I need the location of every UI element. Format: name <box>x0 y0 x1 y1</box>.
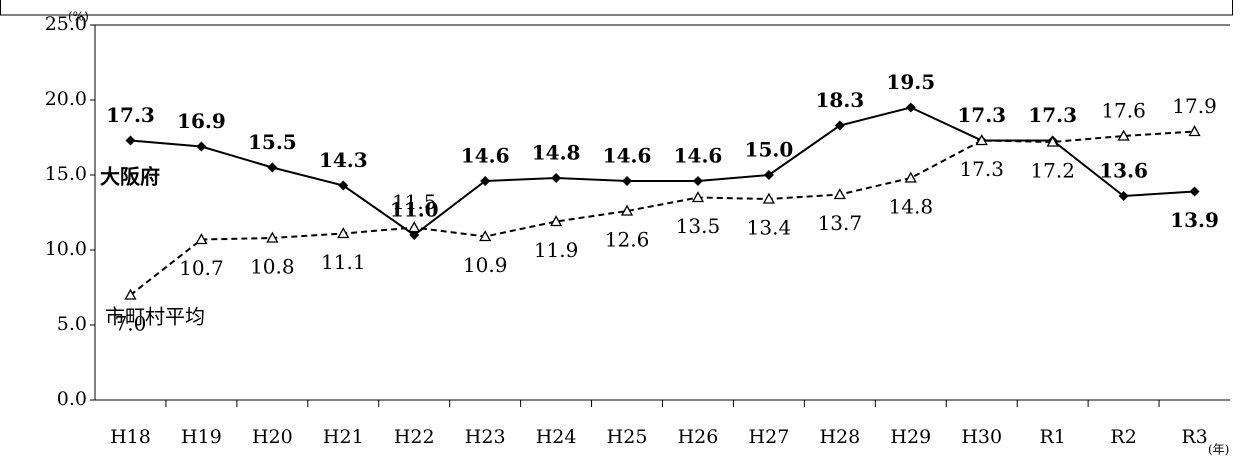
y-tick-label: 25.0 <box>45 13 87 35</box>
y-tick-label: 10.0 <box>45 238 87 260</box>
point <box>480 176 491 186</box>
top-frame <box>0 0 1233 16</box>
point <box>622 176 633 186</box>
point <box>479 230 492 242</box>
data-label: 17.6 <box>1101 99 1146 123</box>
series-line <box>129 130 1195 296</box>
data-label: 13.7 <box>818 211 863 235</box>
x-tick-label: H29 <box>890 426 931 448</box>
point <box>1046 135 1059 147</box>
data-label: 19.5 <box>886 70 935 94</box>
point <box>337 227 350 239</box>
point <box>195 233 208 245</box>
series-label: 市町村平均 <box>105 305 205 329</box>
x-tick-label: R2 <box>1110 426 1136 448</box>
point <box>620 204 634 216</box>
data-label: 13.9 <box>1170 208 1219 232</box>
data-label: 15.5 <box>248 130 297 154</box>
x-tick-label: R1 <box>1039 426 1065 448</box>
data-label: 11.0 <box>390 198 439 222</box>
data-label: 14.3 <box>319 148 368 172</box>
data-label: 14.8 <box>532 141 581 165</box>
y-tick-label: 20.0 <box>45 88 87 110</box>
point <box>904 171 917 183</box>
data-label: 12.6 <box>605 228 650 252</box>
y-tick-label: 0.0 <box>57 388 87 410</box>
point <box>124 288 137 300</box>
y-unit: (%) <box>68 10 89 24</box>
point <box>267 162 278 173</box>
x-tick-label: H26 <box>678 426 719 448</box>
point <box>834 120 845 131</box>
data-label: 10.8 <box>250 255 295 279</box>
point <box>692 176 703 186</box>
y-tick-label: 15.0 <box>45 163 87 185</box>
data-label: 14.6 <box>674 144 723 168</box>
point <box>1118 191 1129 201</box>
data-label: 14.8 <box>889 195 934 219</box>
x-tick-label: H30 <box>961 426 1002 448</box>
data-label: 13.4 <box>747 216 792 240</box>
x-tick-label: H27 <box>749 426 790 448</box>
data-label: 10.7 <box>179 256 224 280</box>
point <box>762 192 776 204</box>
x-tick-label: H23 <box>465 426 506 448</box>
data-label: 15.0 <box>745 138 794 162</box>
point <box>549 215 563 227</box>
data-label: 14.6 <box>461 144 510 168</box>
point <box>833 188 846 200</box>
point <box>1117 129 1130 141</box>
point <box>266 231 279 243</box>
point <box>196 141 207 152</box>
x-tick-label: H24 <box>536 426 577 448</box>
data-label: 17.3 <box>1028 103 1077 127</box>
point <box>1189 186 1200 197</box>
x-tick-label: R3 <box>1181 426 1207 448</box>
point <box>691 191 705 203</box>
data-label: 16.9 <box>177 109 226 133</box>
point <box>763 170 774 180</box>
data-label: 17.3 <box>106 103 155 127</box>
x-tick-label: H21 <box>323 426 364 448</box>
x-tick-label: H18 <box>110 426 151 448</box>
point <box>338 180 349 191</box>
data-label: 17.3 <box>959 157 1004 181</box>
x-tick-label: H22 <box>394 426 435 448</box>
point <box>408 221 421 233</box>
data-label: 17.3 <box>957 103 1006 127</box>
x-tick-label: H19 <box>181 426 222 448</box>
point <box>551 173 562 183</box>
data-label: 13.5 <box>676 214 721 238</box>
point <box>125 135 136 146</box>
data-label: 11.1 <box>321 250 366 274</box>
data-label: 11.5 <box>392 190 437 214</box>
point <box>1188 125 1201 137</box>
point <box>975 134 988 146</box>
data-label: 10.9 <box>463 253 508 277</box>
x-unit: (年) <box>1208 443 1229 457</box>
data-label: 17.9 <box>1172 94 1217 118</box>
x-tick-label: H25 <box>607 426 648 448</box>
point <box>905 102 916 113</box>
data-label: 11.9 <box>534 238 579 262</box>
data-label: 18.3 <box>815 88 864 112</box>
x-tick-label: H20 <box>252 426 293 448</box>
data-label: 17.2 <box>1030 159 1075 183</box>
series-label: 大阪府 <box>100 165 160 189</box>
data-label: 7.0 <box>115 312 147 336</box>
point <box>409 230 420 240</box>
data-label: 13.6 <box>1099 159 1148 183</box>
x-tick-label: H28 <box>819 426 860 448</box>
y-tick-label: 5.0 <box>57 313 87 335</box>
data-label: 14.6 <box>603 144 652 168</box>
